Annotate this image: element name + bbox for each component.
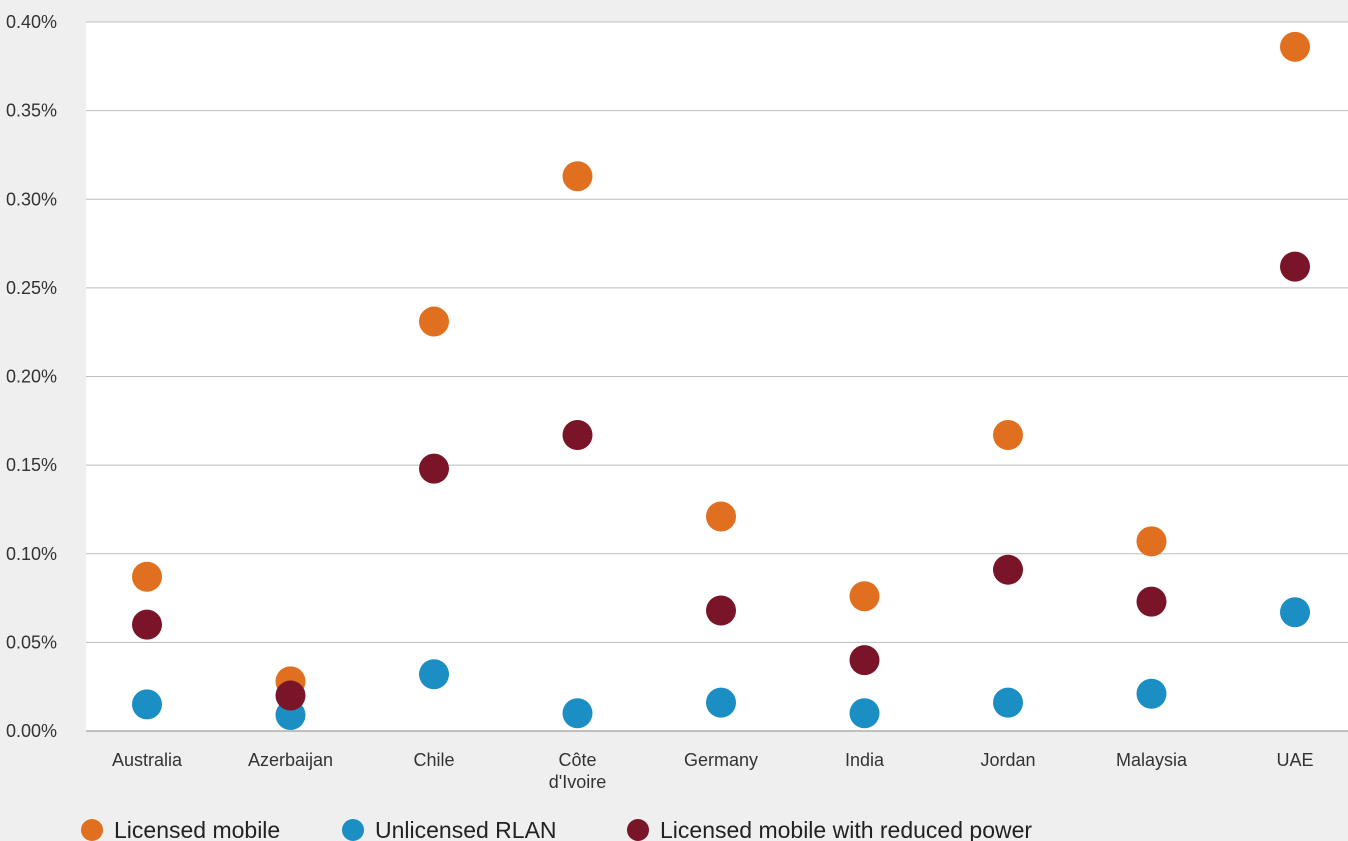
data-point: [849, 645, 880, 676]
x-tick-label: Chile: [413, 750, 454, 770]
y-tick-label: 0.40%: [6, 12, 57, 32]
data-point: [1280, 251, 1310, 282]
x-tick-label: UAE: [1276, 750, 1313, 770]
data-points: [132, 31, 1310, 731]
data-point: [419, 659, 449, 690]
gridlines: [86, 21, 1348, 732]
data-point: [132, 561, 162, 592]
data-point: [993, 554, 1023, 585]
y-tick-label: 0.10%: [6, 544, 57, 564]
data-point: [1280, 597, 1310, 628]
data-point: [993, 419, 1023, 450]
data-point: [132, 689, 162, 720]
data-point: [706, 595, 736, 626]
legend-marker: [81, 819, 103, 841]
data-point: [275, 680, 306, 711]
y-tick-label: 0.15%: [6, 455, 57, 475]
data-point: [706, 501, 736, 532]
x-tick-label: Malaysia: [1116, 750, 1188, 770]
x-axis-ticks: Australia Azerbaijan Chile Côte d'Ivoire Germ…: [112, 750, 1314, 792]
data-point: [849, 698, 880, 729]
legend: Licensed mobile Unlicensed RLAN Licensed m…: [81, 817, 1032, 841]
x-tick-label: Jordan: [980, 750, 1035, 770]
legend-marker: [627, 819, 649, 841]
data-point: [562, 698, 593, 729]
x-tick-label: Azerbaijan: [248, 750, 333, 770]
y-tick-label: 0.20%: [6, 367, 57, 387]
x-tick-label: India: [845, 750, 885, 770]
y-axis-ticks: 0.00% 0.05% 0.10% 0.15% 0.20% 0.25% 0.30% 0.35%…: [6, 12, 57, 741]
legend-label: Licensed mobile with reduced power: [660, 817, 1032, 841]
legend-label: Unlicensed RLAN: [375, 817, 557, 841]
data-point: [706, 687, 736, 718]
data-point: [419, 453, 449, 484]
data-point: [1136, 526, 1167, 557]
x-tick-label: Côte d'Ivoire: [549, 750, 606, 792]
x-tick-label: Australia: [112, 750, 183, 770]
y-tick-label: 0.25%: [6, 278, 57, 298]
data-point: [562, 161, 593, 192]
data-point: [132, 609, 162, 640]
y-tick-label: 0.00%: [6, 721, 57, 741]
data-point: [993, 687, 1023, 718]
data-point: [849, 581, 880, 612]
data-point: [1136, 678, 1167, 709]
legend-label: Licensed mobile: [114, 817, 280, 841]
legend-marker: [342, 819, 364, 841]
data-point: [419, 306, 449, 337]
data-point: [1136, 586, 1167, 617]
y-tick-label: 0.35%: [6, 101, 57, 121]
data-point: [1280, 31, 1310, 62]
x-tick-label: Germany: [684, 750, 758, 770]
y-tick-label: 0.05%: [6, 632, 57, 652]
data-point: [562, 419, 593, 450]
y-tick-label: 0.30%: [6, 189, 57, 209]
